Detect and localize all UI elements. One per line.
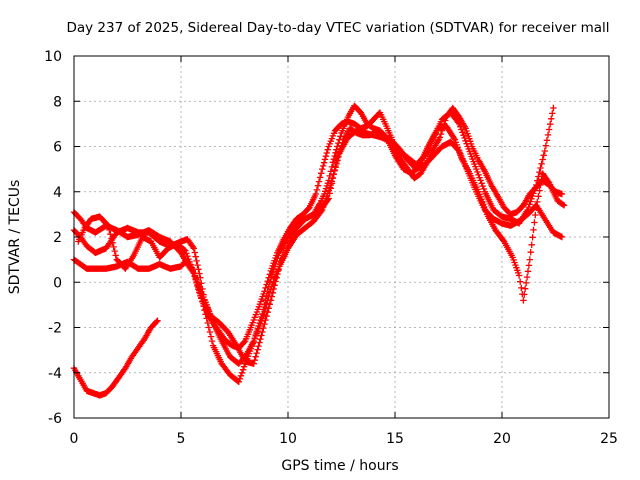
x-tick-label: 0	[70, 431, 79, 447]
x-tick-label: 20	[493, 431, 511, 447]
y-tick-label: 6	[53, 140, 62, 156]
y-tick-label: 10	[44, 49, 62, 65]
chart-title: Day 237 of 2025, Sidereal Day-to-day VTE…	[66, 20, 609, 36]
y-tick-label: -2	[48, 321, 62, 337]
x-tick-label: 5	[177, 431, 186, 447]
y-tick-label: -4	[48, 366, 62, 382]
y-tick-label: 4	[53, 185, 62, 201]
x-tick-label: 15	[386, 431, 404, 447]
y-tick-label: 2	[53, 230, 62, 246]
y-axis-label: SDTVAR / TECUs	[7, 180, 23, 295]
marker-plus	[75, 104, 566, 352]
x-axis-label: GPS time / hours	[281, 458, 398, 474]
x-tick-label: 25	[600, 431, 618, 447]
series-track-4	[75, 104, 566, 352]
x-tick-label: 10	[279, 431, 297, 447]
y-tick-label: 0	[53, 275, 62, 291]
y-tick-label: -6	[48, 411, 62, 427]
axis-ticks: 0 5 10 15 20 25 -6 -4 -2 0 2 4 6 8 10	[44, 49, 618, 447]
y-tick-label: 8	[53, 94, 62, 110]
